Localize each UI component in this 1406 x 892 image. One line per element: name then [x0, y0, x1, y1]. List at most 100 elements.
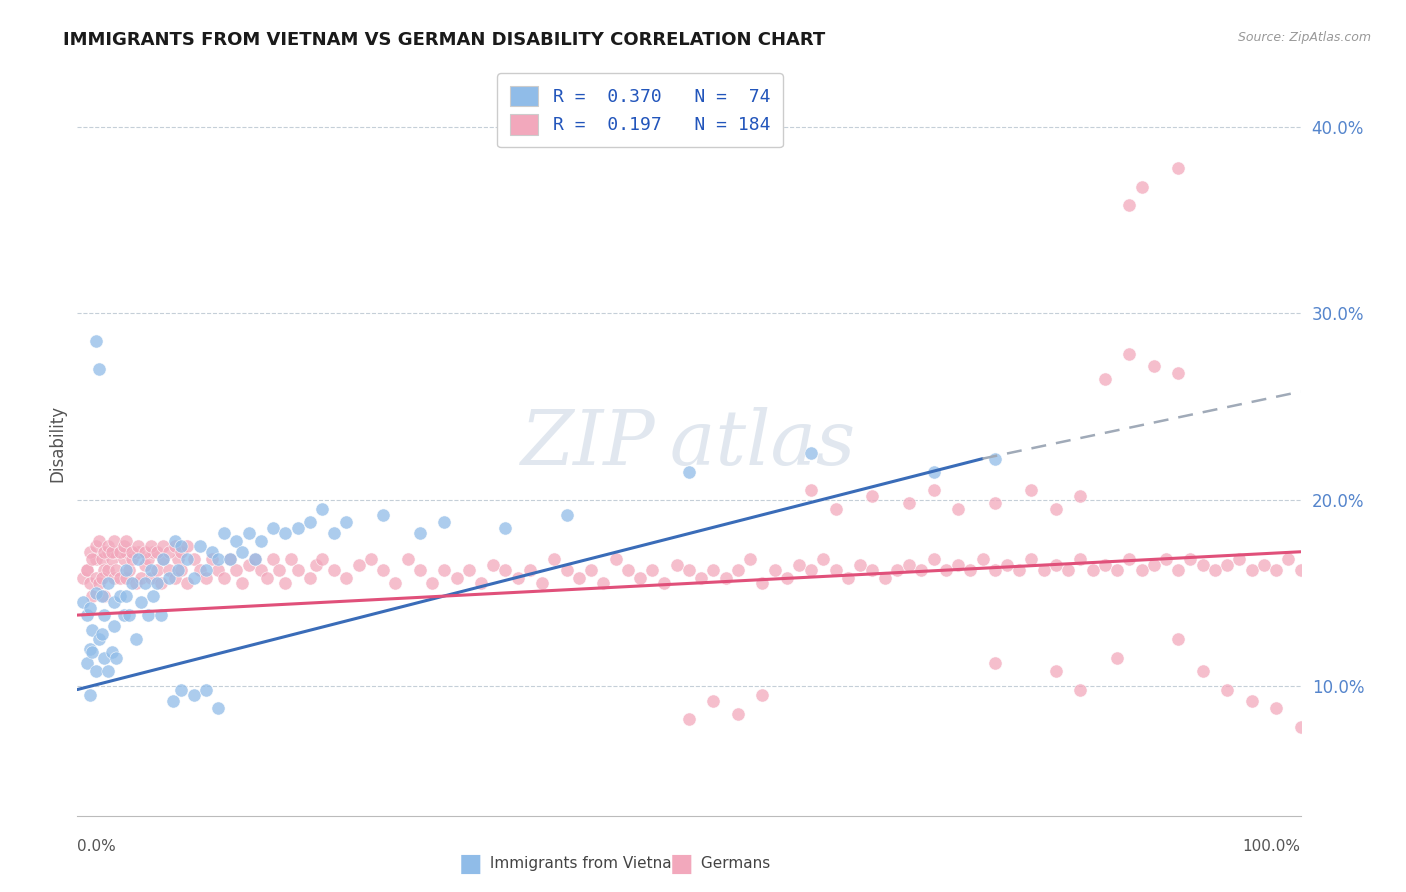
Point — [495, 563, 517, 577]
Point — [678, 563, 700, 577]
Point — [103, 533, 125, 548]
Point — [280, 552, 302, 566]
Point — [262, 552, 284, 566]
Point — [495, 520, 517, 534]
Point — [665, 558, 688, 572]
Point — [287, 563, 309, 577]
Point — [207, 552, 229, 566]
Point — [90, 552, 112, 566]
Point — [727, 706, 749, 721]
Point — [100, 552, 122, 566]
Point — [274, 526, 297, 541]
Point — [97, 539, 120, 553]
Point — [1265, 563, 1288, 577]
Point — [727, 563, 749, 577]
Point — [170, 539, 193, 553]
Point — [80, 552, 103, 566]
Point — [136, 608, 159, 623]
Point — [80, 645, 103, 659]
Point — [207, 701, 229, 715]
Point — [1021, 552, 1043, 566]
Point — [129, 571, 152, 585]
Point — [1216, 558, 1239, 572]
Point — [231, 576, 253, 591]
Point — [531, 576, 554, 591]
Point — [824, 563, 846, 577]
Point — [103, 619, 125, 633]
Point — [243, 552, 266, 566]
Point — [269, 563, 291, 577]
Point — [813, 552, 835, 566]
Point — [238, 558, 260, 572]
Point — [90, 571, 112, 585]
Point — [108, 571, 131, 585]
Point — [1118, 347, 1140, 361]
Point — [157, 545, 180, 559]
Point — [1069, 682, 1091, 697]
Point — [93, 590, 115, 604]
Point — [183, 552, 205, 566]
Point — [152, 539, 174, 553]
Point — [751, 688, 773, 702]
Point — [76, 608, 98, 623]
Point — [89, 362, 111, 376]
Point — [166, 552, 188, 566]
Point — [763, 563, 786, 577]
Point — [262, 520, 284, 534]
Point — [152, 552, 174, 566]
Point — [127, 545, 149, 559]
Point — [139, 563, 162, 577]
Point — [176, 576, 198, 591]
Point — [1081, 563, 1104, 577]
Point — [76, 563, 98, 577]
Point — [1167, 161, 1189, 176]
Point — [183, 571, 205, 585]
Point — [176, 539, 198, 553]
Point — [170, 545, 193, 559]
Point — [72, 571, 94, 585]
Text: Germans: Germans — [696, 856, 770, 871]
Point — [84, 552, 107, 566]
Point — [1289, 563, 1312, 577]
Point — [165, 571, 187, 585]
Point — [1216, 682, 1239, 697]
Point — [287, 520, 309, 534]
Point — [76, 563, 98, 577]
Point — [420, 576, 443, 591]
Point — [256, 571, 278, 585]
Point — [100, 645, 122, 659]
Point — [134, 558, 156, 572]
Point — [1107, 651, 1129, 665]
Point — [97, 563, 120, 577]
Point — [103, 545, 125, 559]
Text: 100.0%: 100.0% — [1243, 838, 1301, 854]
Point — [690, 571, 713, 585]
Point — [127, 552, 149, 566]
Point — [112, 539, 135, 553]
Point — [166, 563, 188, 577]
Point — [201, 545, 224, 559]
Point — [243, 552, 266, 566]
Point — [80, 590, 103, 604]
Point — [323, 526, 346, 541]
Point — [371, 563, 394, 577]
Point — [1229, 552, 1251, 566]
Point — [862, 563, 884, 577]
Point — [1167, 366, 1189, 380]
Point — [103, 595, 125, 609]
Point — [678, 465, 700, 479]
Point — [97, 545, 120, 559]
Text: IMMIGRANTS FROM VIETNAM VS GERMAN DISABILITY CORRELATION CHART: IMMIGRANTS FROM VIETNAM VS GERMAN DISABI… — [63, 31, 825, 49]
Point — [84, 664, 107, 678]
Point — [1167, 632, 1189, 647]
Point — [121, 552, 143, 566]
Point — [142, 545, 165, 559]
Point — [470, 576, 492, 591]
Point — [188, 539, 211, 553]
Point — [1045, 502, 1067, 516]
Text: ZIP atlas: ZIP atlas — [522, 407, 856, 481]
Point — [1154, 552, 1177, 566]
Point — [157, 571, 180, 585]
Point — [347, 558, 370, 572]
Point — [134, 545, 156, 559]
